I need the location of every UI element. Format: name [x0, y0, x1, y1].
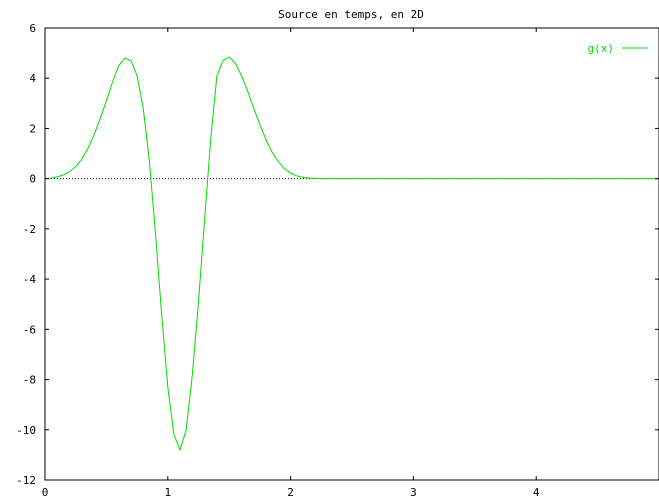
y-tick-label: -6: [23, 323, 36, 336]
legend: g(x): [588, 42, 648, 55]
y-tick-label: -12: [16, 474, 36, 487]
series-line-0: [44, 56, 659, 452]
x-tick-label: 0: [42, 486, 49, 499]
chart-title: Source en temps, en 2D: [278, 8, 424, 21]
x-tick-label: 4: [533, 486, 540, 499]
legend-label: g(x): [588, 42, 615, 55]
plot-area: [44, 56, 659, 452]
y-tick-label: -8: [23, 374, 36, 387]
x-tick-label: 1: [164, 486, 171, 499]
x-tick-label: 3: [410, 486, 417, 499]
y-tick-label: 0: [29, 173, 36, 186]
y-tick-label: 6: [29, 22, 36, 35]
y-tick-label: 4: [29, 72, 36, 85]
y-tick-label: -2: [23, 223, 36, 236]
y-tick-label: 2: [29, 122, 36, 135]
x-tick-label: 2: [287, 486, 294, 499]
y-tick-label: -10: [16, 424, 36, 437]
axes: 6 4 2 0 -2 -4 -6 -8 -10 -12 0 1 2 3 4: [16, 22, 659, 499]
y-tick-label: -4: [23, 273, 37, 286]
plot-frame: [44, 27, 659, 481]
